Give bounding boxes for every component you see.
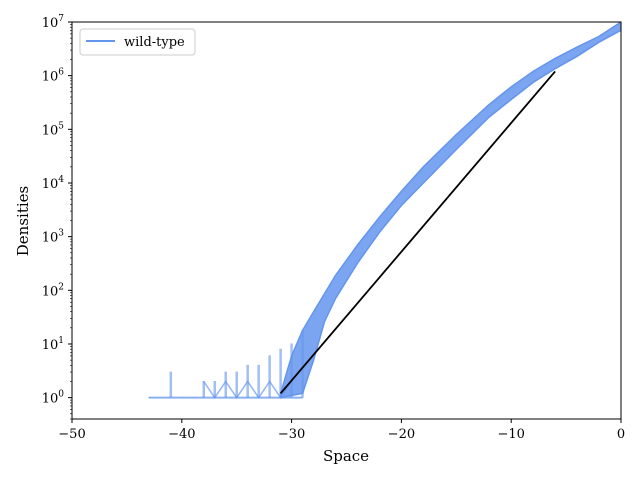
y-tick-label: 103 <box>42 229 65 246</box>
x-tick-label: −20 <box>388 427 415 442</box>
y-tick-label: 104 <box>42 175 65 192</box>
plot-area <box>147 22 621 399</box>
noise-trace <box>203 380 293 399</box>
x-tick-label: −40 <box>168 427 195 442</box>
x-tick-label: −50 <box>58 427 85 442</box>
wild-type-band <box>279 22 621 399</box>
x-axis: −50 −40 −30 −20 −10 0 <box>58 419 625 442</box>
x-tick-label: −30 <box>278 427 305 442</box>
fit-line <box>279 70 556 394</box>
legend-label-wild-type: wild-type <box>124 35 185 50</box>
legend-box <box>79 28 196 56</box>
axes-spines <box>71 21 622 420</box>
x-tick-label: 0 <box>617 427 625 442</box>
y-tick-label: 106 <box>42 68 65 85</box>
axes-frame <box>71 21 622 420</box>
y-axis: 100 101 102 103 104 105 106 107 <box>42 14 72 420</box>
y-tick-label: 105 <box>42 121 65 138</box>
y-axis-label: Densities <box>14 186 32 256</box>
y-tick-label: 102 <box>42 282 64 299</box>
y-tick-label: 101 <box>42 336 64 353</box>
legend: wild-type <box>79 28 196 56</box>
y-tick-label: 107 <box>42 14 65 31</box>
y-tick-label: 100 <box>42 390 65 407</box>
x-axis-label: Space <box>323 447 369 465</box>
x-tick-label: −10 <box>497 427 524 442</box>
